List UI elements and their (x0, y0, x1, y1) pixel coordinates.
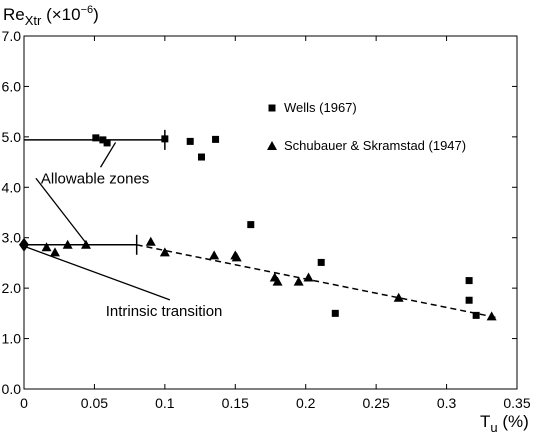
legend-label: Wells (1967) (284, 100, 357, 115)
y-tick-label: 1.0 (2, 331, 22, 347)
triangle-point (393, 292, 404, 302)
y-tick-label: 7.0 (2, 28, 22, 44)
square-point (247, 221, 255, 229)
triangle-point (486, 311, 497, 321)
annotation-pointers (26, 142, 171, 301)
x-tick-label: 0.15 (222, 395, 249, 411)
y-tick-label: 2.0 (2, 280, 22, 296)
y-tick-label: 6.0 (2, 78, 22, 94)
annotation-label: Intrinsic transition (106, 303, 223, 320)
y-tick-label: 4.0 (2, 179, 22, 195)
triangle-point (49, 247, 60, 257)
triangle-point (293, 276, 304, 286)
annotation-labels: Allowable zones Intrinsic transition (41, 170, 223, 320)
x-tick-label: 0.25 (363, 395, 390, 411)
y-axis-title-exp: −6 (81, 4, 94, 16)
square-point (317, 258, 325, 266)
reference-lines (24, 129, 497, 319)
x-tick-label: 0.35 (503, 395, 530, 411)
y-tick-label: 3.0 (2, 230, 22, 246)
y-tick-labels: 0.0 1.0 2.0 3.0 4.0 5.0 6.0 7.0 (2, 28, 22, 397)
legend-label: Schubauer & Skramstad (1947) (284, 138, 466, 153)
legend: Wells (1967) Schubauer & Skramstad (1947) (267, 100, 466, 153)
annotation-label: Allowable zones (41, 170, 149, 187)
axis-ticks (23, 35, 518, 390)
legend-marker-square (268, 104, 276, 112)
triangle-point (159, 247, 170, 257)
square-point (212, 135, 220, 143)
x-tick-label: 0.3 (437, 395, 457, 411)
triangle-point (272, 276, 283, 286)
triangle-point (80, 239, 91, 249)
square-point (99, 136, 107, 144)
diamond-point (19, 237, 29, 252)
square-point (161, 135, 169, 143)
y-axis-title-sub: Xtr (25, 13, 42, 28)
triangle-point (41, 242, 52, 252)
triangle-point (145, 236, 156, 246)
trend-line (136, 244, 497, 319)
x-tick-label: 0 (20, 395, 28, 411)
triangle-point (303, 272, 314, 282)
square-point (197, 153, 205, 161)
y-tick-label: 0.0 (2, 381, 22, 397)
x-axis-title-unit: (%) (498, 412, 529, 431)
triangle-point (62, 239, 73, 249)
triangle-point (209, 250, 220, 260)
triangle-point (231, 252, 242, 262)
x-tick-label: 0.1 (155, 395, 175, 411)
square-point (103, 139, 111, 147)
square-point (465, 277, 473, 285)
data-markers (19, 134, 497, 321)
x-tick-label: 0.05 (81, 395, 108, 411)
square-point (465, 296, 473, 304)
y-axis-title-close: ) (93, 5, 99, 24)
x-tick-labels: 0 0.05 0.1 0.15 0.2 0.25 0.3 0.35 (20, 395, 531, 411)
square-point (472, 311, 480, 319)
x-tick-label: 0.2 (296, 395, 316, 411)
x-axis-title: Tu (%) (480, 412, 529, 435)
annotation-pointer (99, 142, 117, 168)
annotation-pointer (35, 177, 88, 246)
annotation-pointer (26, 246, 171, 301)
square-point (331, 309, 339, 317)
y-axis-title-unit: (×10 (41, 5, 80, 24)
square-point (92, 134, 100, 142)
y-axis-title: ReXtr (×10−6) (3, 4, 99, 28)
y-tick-label: 5.0 (2, 129, 22, 145)
x-axis-title-sub: u (490, 420, 497, 435)
legend-marker-triangle (267, 141, 277, 150)
plot-frame (23, 35, 518, 390)
square-point (186, 137, 194, 145)
